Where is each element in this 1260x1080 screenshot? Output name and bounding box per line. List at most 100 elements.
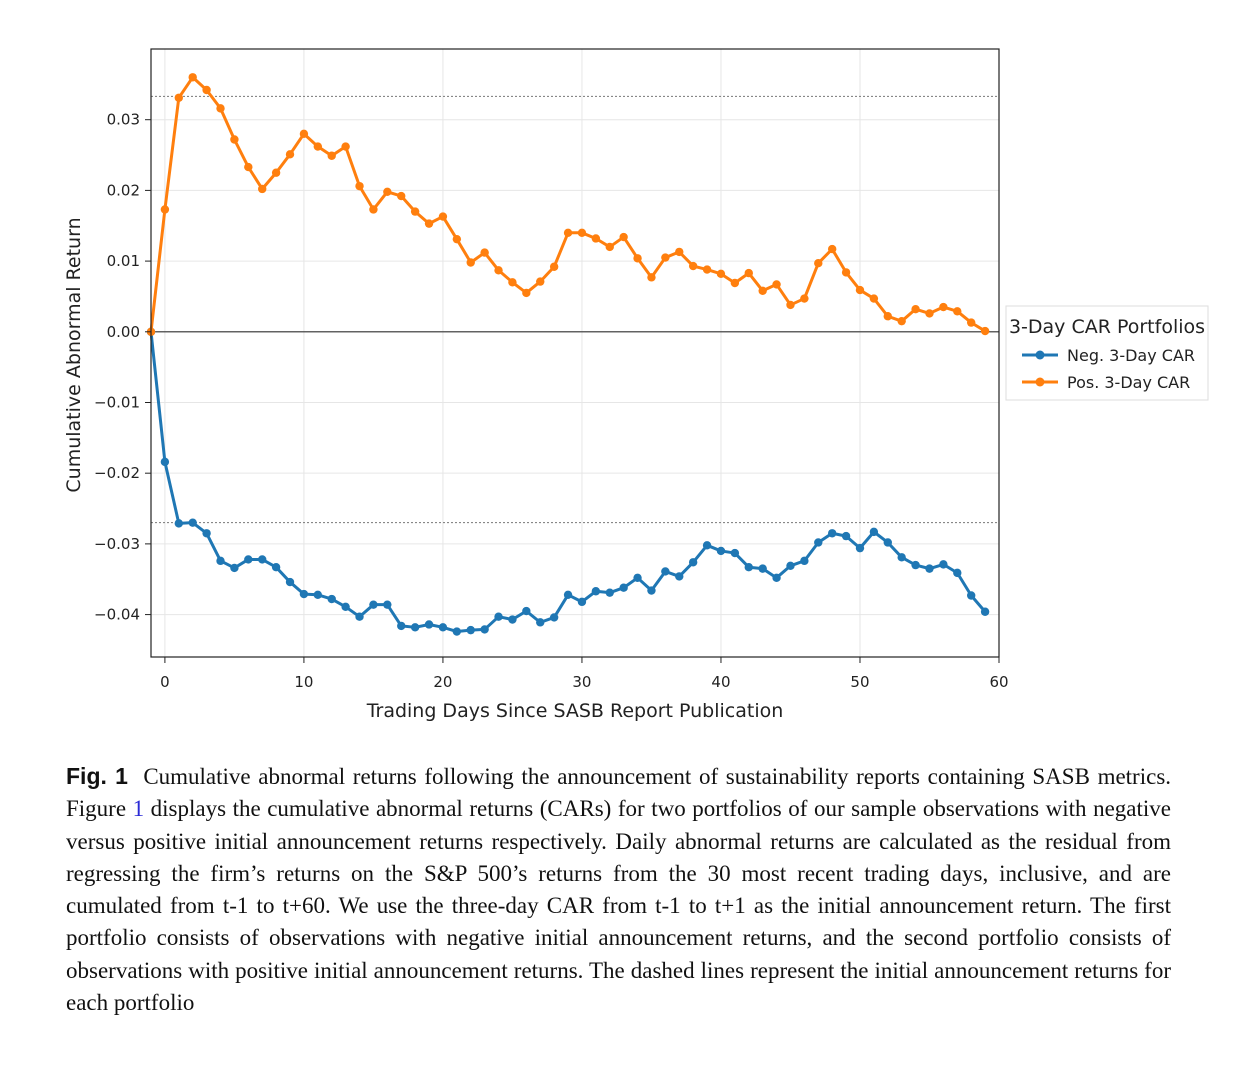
data-point-neg [536,618,545,627]
legend-entry-pos: Pos. 3-Day CAR [1067,373,1190,392]
data-point-neg [299,589,309,599]
data-point-neg [341,602,350,612]
data-point-pos [647,273,656,282]
figure-reference-link[interactable]: 1 [132,796,145,822]
data-point-pos [536,277,545,286]
data-point-neg [800,556,809,566]
x-tick-label: 20 [433,673,452,691]
data-point-neg [688,558,698,567]
data-point-pos [675,247,684,257]
data-point-pos [480,248,489,257]
data-point-neg [786,561,795,570]
data-point-neg [271,563,281,572]
data-point-pos [369,205,378,214]
data-point-pos [424,219,434,228]
data-point-pos [716,269,726,279]
data-point-neg [744,563,753,572]
data-point-neg [369,600,378,609]
y-tick-label: −0.02 [94,464,140,482]
x-axis-label: Trading Days Since SASB Report Publicati… [366,700,784,722]
legend: 3-Day CAR Portfolios Neg. 3-Day CAR Pos.… [1005,305,1209,401]
data-point-neg [772,573,781,583]
x-tick-label: 10 [294,673,313,691]
data-point-neg [355,612,364,621]
data-point-pos [883,312,892,321]
data-point-neg [869,527,879,537]
data-point-pos [216,104,225,113]
data-point-pos [577,228,587,238]
x-tick-label: 0 [160,673,170,691]
y-axis-label: Cumulative Abnormal Return [63,217,85,492]
data-point-neg [188,518,197,527]
data-point-neg [522,606,531,616]
reference-lines [151,95,999,524]
data-point-neg [730,548,740,558]
data-point-pos [925,309,934,318]
figure-caption: Fig. 1 Cumulative abnormal returns follo… [66,760,1171,1019]
x-tick-label: 40 [711,673,730,691]
data-point-pos [522,288,531,298]
data-point-pos [466,258,475,267]
data-point-pos [258,184,267,194]
data-point-neg [675,572,684,581]
caption-text-1: Cumulative abnormal returns following th… [66,764,1172,822]
data-point-neg [897,553,906,562]
data-point-pos [633,254,642,263]
caption-text-2: displays the cumulative abnormal returns… [66,796,1171,1016]
data-point-neg [160,457,170,467]
series-layer [146,73,990,636]
data-point-pos [508,278,517,287]
caption-label: Fig. 1 [66,763,128,789]
y-tick-label: −0.04 [94,606,140,624]
data-point-pos [383,187,392,197]
data-point-pos [271,168,281,177]
data-point-neg [758,564,767,573]
data-point-neg [327,594,336,604]
data-point-neg [383,600,392,609]
data-point-neg [647,586,656,595]
data-point-pos [800,294,809,303]
cumulative-abnormal-return-chart: 0.03 0.02 0.01 0.00 −0.01 −0.02 −0.03 −0.04 0 10… [63,48,1209,722]
y-tick-label: 0.01 [107,252,140,270]
data-point-pos [827,244,837,254]
data-point-neg [619,583,628,592]
data-point-pos [452,234,462,244]
data-point-neg [605,588,614,597]
data-point-pos [438,212,448,221]
data-point-pos [869,294,879,303]
data-point-neg [814,538,823,547]
data-point-neg [216,556,225,566]
x-tick-label: 60 [989,673,1008,691]
legend-title: 3-Day CAR Portfolios [1009,316,1205,338]
data-point-neg [702,541,712,550]
data-point-pos [661,253,670,262]
data-point-pos [410,207,420,216]
data-point-neg [174,519,184,528]
data-point-neg [911,560,920,570]
y-tick-label: 0.00 [107,323,140,341]
data-point-neg [591,587,601,596]
data-point-pos [953,307,962,316]
data-point-pos [591,234,601,243]
data-point-neg [563,590,573,599]
data-point-pos [855,285,865,295]
data-point-neg [966,591,976,600]
data-point-neg [577,597,587,607]
data-point-neg [953,568,962,578]
legend-entry-neg: Neg. 3-Day CAR [1067,346,1195,365]
data-point-neg [258,555,267,564]
data-point-pos [355,181,364,191]
data-point-pos [188,73,197,82]
data-point-pos [841,268,851,277]
data-point-neg [230,563,239,573]
data-point-pos [786,300,795,310]
data-point-pos [980,326,990,336]
data-point-neg [883,538,892,547]
x-axis-ticks: 0 10 20 30 40 50 60 [160,657,1009,691]
data-point-neg [827,529,837,538]
data-point-neg [424,620,434,629]
data-point-neg [285,577,295,587]
data-point-neg [202,529,211,538]
data-point-pos [939,302,948,312]
data-point-neg [841,531,851,541]
